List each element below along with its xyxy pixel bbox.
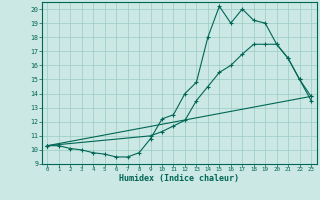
X-axis label: Humidex (Indice chaleur): Humidex (Indice chaleur): [119, 174, 239, 183]
